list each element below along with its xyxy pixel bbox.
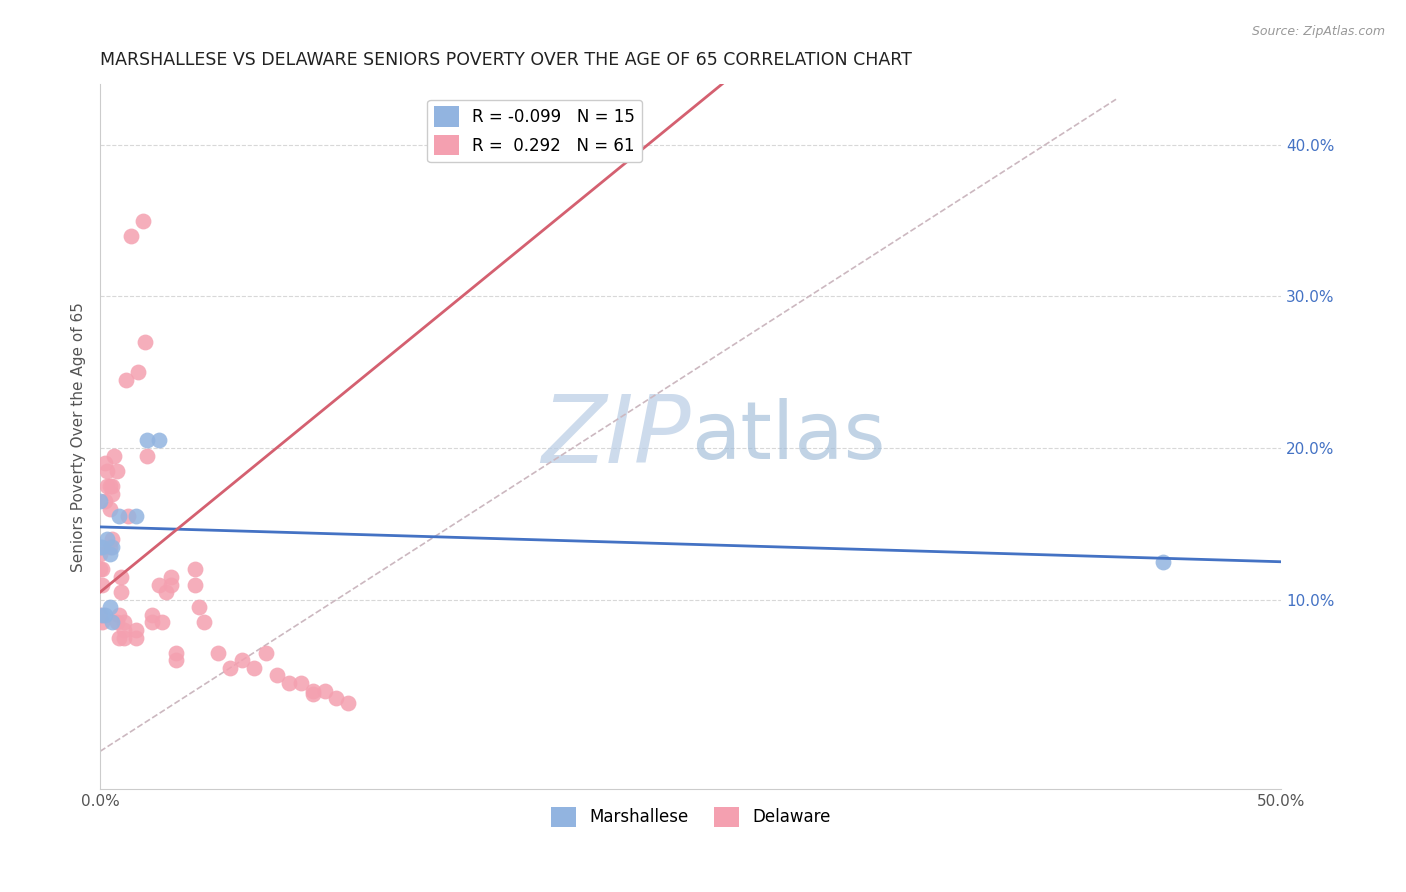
Point (89, 607, 111, 622)
Point (1152, 555, 1174, 569)
Point (124, 631, 146, 645)
Point (105, 615, 128, 630)
Point (101, 479, 124, 493)
Point (134, 334, 156, 349)
Point (101, 486, 124, 500)
Point (124, 509, 146, 524)
Text: atlas: atlas (690, 398, 886, 475)
Point (325, 691, 347, 706)
Point (183, 562, 205, 576)
Point (101, 615, 124, 630)
Point (301, 683, 323, 698)
Point (219, 661, 242, 675)
Point (91, 562, 114, 576)
Point (115, 373, 138, 387)
Legend: Marshallese, Delaware: Marshallese, Delaware (544, 800, 837, 834)
Point (110, 570, 132, 584)
Point (207, 646, 229, 660)
Point (94, 494, 117, 508)
Point (94, 607, 117, 622)
Point (89, 562, 111, 576)
Point (98, 600, 121, 615)
Point (108, 607, 131, 622)
Point (148, 577, 170, 591)
Point (165, 646, 187, 660)
Point (290, 676, 312, 690)
Point (105, 464, 128, 478)
Point (141, 615, 163, 630)
Point (112, 615, 135, 630)
Point (150, 615, 173, 630)
Point (165, 653, 187, 667)
Point (254, 646, 277, 660)
Point (120, 228, 142, 243)
Y-axis label: Seniors Poverty Over the Age of 65: Seniors Poverty Over the Age of 65 (72, 301, 86, 572)
Point (96, 479, 118, 493)
Point (301, 687, 323, 701)
Point (188, 600, 211, 615)
Point (101, 532, 124, 546)
Point (183, 577, 205, 591)
Point (337, 696, 360, 710)
Point (155, 585, 177, 599)
Point (98, 547, 121, 561)
Point (117, 509, 139, 524)
Point (124, 623, 146, 637)
Point (96, 532, 118, 546)
Point (110, 585, 132, 599)
Text: Source: ZipAtlas.com: Source: ZipAtlas.com (1251, 25, 1385, 38)
Text: MARSHALLESE VS DELAWARE SENIORS POVERTY OVER THE AGE OF 65 CORRELATION CHART: MARSHALLESE VS DELAWARE SENIORS POVERTY … (100, 51, 912, 69)
Point (91, 607, 114, 622)
Point (231, 653, 253, 667)
Point (278, 676, 301, 690)
Point (141, 607, 163, 622)
Point (89, 540, 111, 554)
Point (96, 464, 118, 478)
Point (314, 683, 336, 698)
Point (112, 623, 135, 637)
Point (160, 577, 183, 591)
Point (136, 434, 159, 448)
Text: ZIP: ZIP (541, 392, 690, 483)
Point (91, 540, 114, 554)
Point (112, 631, 135, 645)
Point (148, 434, 170, 448)
Point (103, 449, 125, 463)
Point (91, 577, 114, 591)
Point (108, 631, 131, 645)
Point (108, 509, 131, 524)
Point (266, 668, 288, 682)
Point (160, 570, 183, 584)
Point (136, 449, 159, 463)
Point (127, 365, 149, 379)
Point (94, 456, 117, 470)
Point (242, 661, 264, 675)
Point (98, 479, 121, 493)
Point (101, 540, 124, 554)
Point (89, 547, 111, 561)
Point (193, 615, 215, 630)
Point (98, 501, 121, 516)
Point (131, 213, 153, 227)
Point (91, 615, 114, 630)
Point (98, 540, 121, 554)
Point (89, 494, 111, 508)
